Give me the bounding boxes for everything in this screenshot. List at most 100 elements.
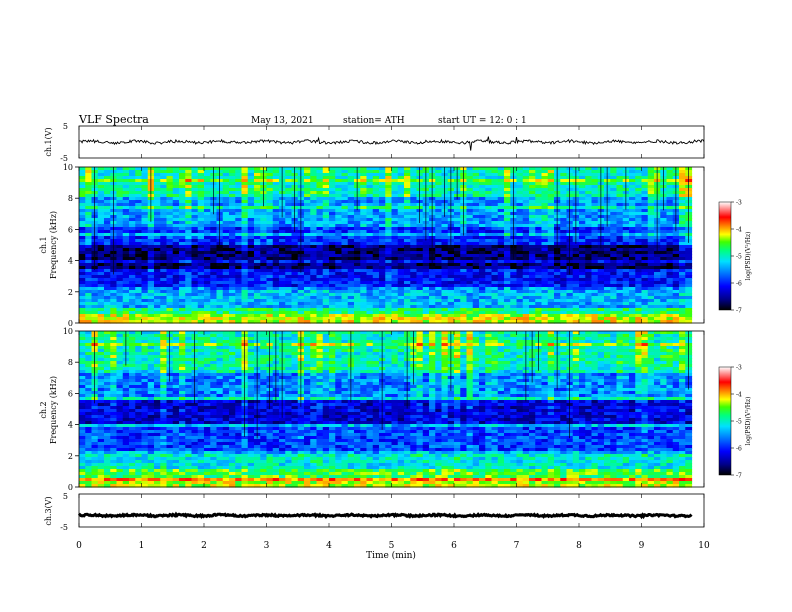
spectrogram-cell	[191, 317, 199, 321]
spectrogram-cell	[535, 314, 543, 318]
spectrogram-cell	[610, 257, 618, 261]
spectrogram-cell	[522, 197, 530, 201]
spectrogram-cell	[229, 308, 236, 312]
spectrogram-cell	[185, 224, 193, 228]
spectrogram-cell	[516, 275, 524, 279]
spectrogram-cell	[129, 308, 136, 312]
spectrogram-cell	[635, 212, 643, 216]
spectrogram-cell	[235, 305, 243, 309]
station-label: station= ATH	[343, 116, 405, 126]
spectrogram-cell	[104, 173, 111, 177]
spectrogram-cell	[129, 314, 136, 318]
spectrogram-cell	[329, 233, 336, 237]
spectrogram-cell	[660, 218, 668, 222]
spectrogram-cell	[422, 269, 430, 273]
spectrogram-cell	[360, 266, 368, 270]
spectrogram-cell	[522, 215, 530, 219]
spectrogram-cell	[316, 245, 324, 249]
spectrogram-cell	[304, 206, 311, 210]
spectrogram-cell	[147, 227, 155, 231]
spectrogram-cell	[204, 251, 211, 255]
spectrogram-cell	[266, 182, 274, 186]
spectrogram-cell	[122, 308, 130, 312]
spectrogram-cell	[447, 284, 455, 288]
spectrogram-cell	[604, 266, 611, 270]
spectrogram-cell	[497, 278, 505, 282]
spectrogram-cell	[672, 272, 680, 276]
spectrogram-cell	[460, 317, 468, 321]
spectrogram-cell	[222, 176, 230, 180]
spectrogram-cell	[647, 167, 655, 171]
spectrogram-cell	[622, 251, 630, 255]
spectrogram-cell	[497, 272, 505, 276]
spectrogram-cell	[616, 170, 624, 174]
spectrogram-cell	[385, 200, 393, 204]
spectrogram-cell	[560, 269, 568, 273]
spectrogram-cell	[679, 185, 686, 189]
spectrogram-cell	[379, 305, 386, 309]
spectrogram-cell	[510, 290, 518, 294]
spectrogram-cell	[266, 293, 274, 297]
spectrogram-cell	[272, 278, 280, 282]
spectrogram-cell	[122, 242, 130, 246]
spectrogram-cell	[360, 278, 368, 282]
spectrogram-cell	[504, 224, 511, 228]
spectrogram-cell	[135, 209, 143, 213]
spectrogram-cell	[247, 287, 255, 291]
spectrogram-cell	[460, 302, 468, 306]
spectrogram-cell	[422, 293, 430, 297]
spectrogram-cell	[660, 266, 668, 270]
spectrogram-cell	[160, 209, 168, 213]
spectrogram-cell	[185, 179, 193, 183]
spectrogram-cell	[597, 266, 605, 270]
spectrogram-cell	[647, 230, 655, 234]
spectrogram-cell	[666, 182, 674, 186]
spectrogram-cell	[360, 221, 368, 225]
spectrogram-cell	[204, 281, 211, 285]
spectrogram-cell	[197, 227, 205, 231]
spectrogram-cell	[360, 206, 368, 210]
spectrogram-cell	[416, 290, 424, 294]
spectrogram-cell	[616, 302, 624, 306]
spectrogram-cell	[110, 284, 118, 288]
spectrogram-cell	[266, 260, 274, 264]
spectrogram-cell	[154, 215, 161, 219]
spectrogram-cell	[197, 263, 205, 267]
spectrogram-cell	[360, 167, 368, 171]
spectrogram-cell	[541, 263, 549, 267]
spectrogram-cell	[360, 203, 368, 207]
spectrogram-cell	[216, 248, 224, 252]
spectrogram-cell	[672, 308, 680, 312]
spectrogram-cell	[91, 275, 99, 279]
spectrogram-cell	[179, 194, 186, 198]
spectrogram-cell	[379, 272, 386, 276]
spectrogram-cell	[154, 311, 161, 315]
spectrogram-cell	[79, 197, 86, 201]
spectrogram-cell	[541, 302, 549, 306]
spectrogram-cell	[266, 281, 274, 285]
spectrogram-cell	[147, 305, 155, 309]
spectrogram-cell	[404, 230, 411, 234]
spectrogram-cell	[610, 200, 618, 204]
spectrogram-cell	[610, 305, 618, 309]
spectrogram-cell	[347, 206, 355, 210]
spectrogram-cell	[341, 227, 349, 231]
spectrogram-cell	[129, 239, 136, 243]
spectrogram-cell	[191, 257, 199, 261]
spectrogram-cell	[466, 227, 474, 231]
spectrogram-cell	[610, 287, 618, 291]
spectrogram-cell	[491, 176, 499, 180]
spectrogram-cell	[97, 206, 105, 210]
spectrogram-cell	[591, 200, 599, 204]
spectrogram-cell	[85, 257, 93, 261]
spectrogram-cell	[179, 305, 186, 309]
spectrogram-cell	[635, 260, 643, 264]
spectrogram-cell	[329, 317, 336, 321]
spectrogram-cell	[154, 218, 161, 222]
spectrogram-cell	[304, 167, 311, 171]
spectrogram-cell	[504, 260, 511, 264]
spectrogram-cell	[622, 281, 630, 285]
spectrogram-cell	[491, 188, 499, 192]
spectrogram-cell	[672, 254, 680, 258]
spectrogram-cell	[629, 314, 636, 318]
